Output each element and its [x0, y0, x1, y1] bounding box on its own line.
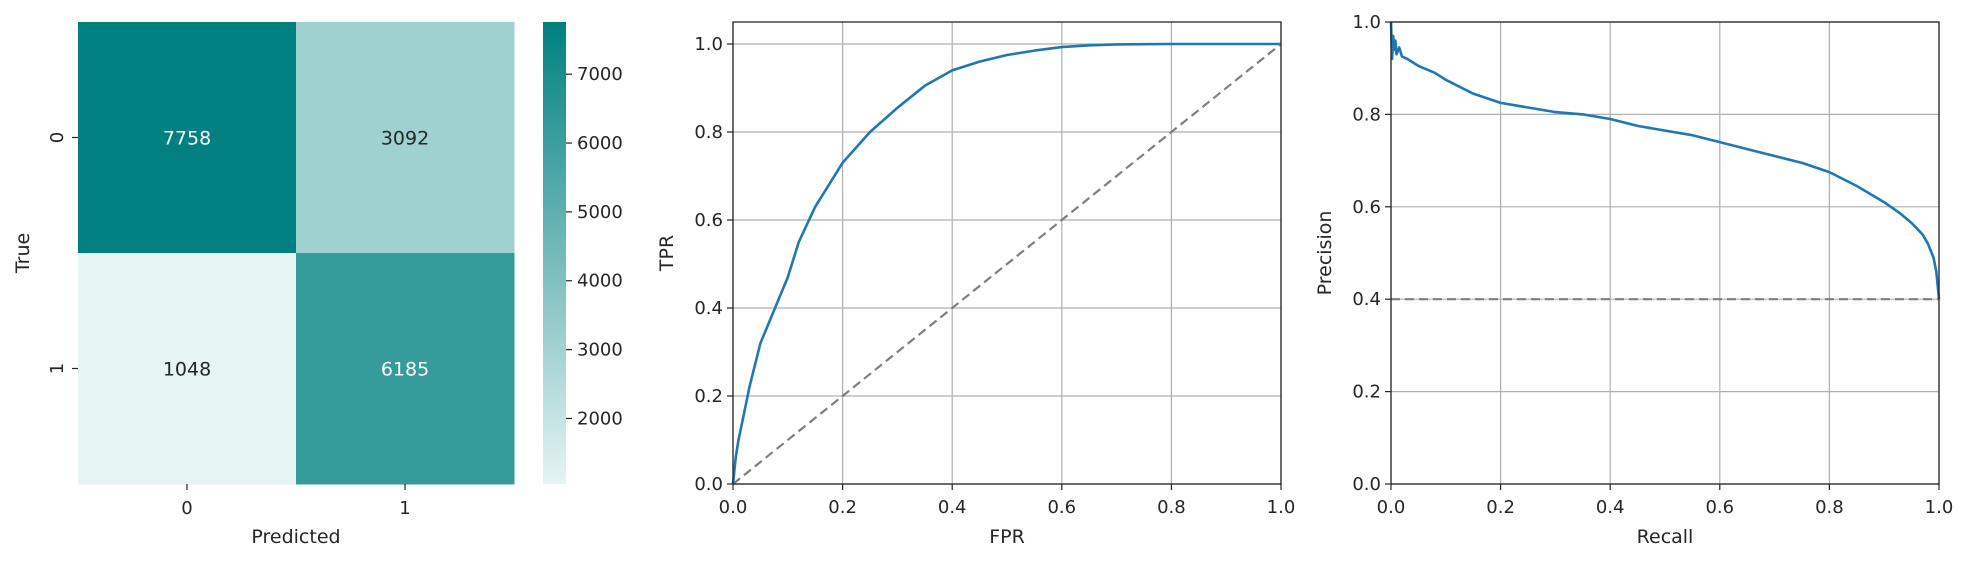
confusion-matrix-panel: 7758 3092 1048 6185 0 1 0 1 Predicted True [12, 22, 515, 548]
x-tick-label: 0.4 [1596, 497, 1625, 518]
roc-axes-frame [732, 21, 1282, 485]
heatmap-cell-label: 7758 [163, 128, 211, 150]
y-tick-label: 0.0 [1352, 474, 1381, 495]
heatmap-cell-label: 3092 [381, 128, 429, 150]
y-tick-label: 0.2 [694, 386, 723, 407]
y-tick-label: 1.0 [1352, 12, 1381, 33]
x-tick-label: 0.4 [938, 497, 967, 518]
pr-xlabel: Recall [1637, 526, 1694, 548]
x-tick-label: 0.0 [1377, 497, 1406, 518]
baseline-series-line [732, 43, 1282, 485]
roc-curve-panel: 0.0 0.2 0.4 0.6 0.8 1.0 0.0 0.2 0.4 0.6 0.8 1.0 FPR… [656, 21, 1295, 548]
curve-series-line [1389, 21, 1941, 300]
x-tick-label: 1.0 [1925, 497, 1954, 518]
x-tick-label: 1.0 [1267, 497, 1296, 518]
colorbar-tick-label: 4000 [577, 271, 623, 292]
confusion-matrix-ylabel: True [12, 233, 34, 274]
precision-recall-panel: 0.0 0.2 0.4 0.6 0.8 1.0 0.0 0.2 0.4 0.6 0.8 1.0 Rec… [1314, 12, 1953, 548]
colorbar-tick-label: 2000 [577, 408, 623, 429]
x-tick-label: 0.6 [1705, 497, 1734, 518]
y-tick-label: 0 [47, 132, 68, 143]
pr-axes-frame [1390, 21, 1940, 485]
heatmap-cell-label: 1048 [163, 359, 211, 381]
heatmap-cell [296, 22, 515, 254]
confusion-matrix-cells: 7758 3092 1048 6185 [78, 22, 515, 485]
pr-ticks: 0.0 0.2 0.4 0.6 0.8 1.0 0.0 0.2 0.4 0.6 0.8 1.0 [1352, 12, 1953, 518]
y-tick-label: 0.2 [1352, 382, 1381, 403]
colorbar: 2000 3000 4000 5000 6000 7000 [543, 22, 623, 484]
heatmap-cell [78, 22, 297, 254]
x-tick-label: 0.8 [1157, 497, 1186, 518]
pr-grid [1390, 21, 1940, 485]
colorbar-gradient [543, 22, 566, 484]
colorbar-ticks: 2000 3000 4000 5000 6000 7000 [566, 64, 623, 429]
colorbar-tick-label: 3000 [577, 340, 623, 361]
x-tick-label: 0.0 [719, 497, 748, 518]
roc-grid [732, 22, 1282, 485]
heatmap-cell-label: 6185 [381, 359, 429, 381]
pr-ylabel: Precision [1314, 211, 1336, 296]
y-tick-label: 0.8 [694, 122, 723, 143]
roc-ylabel: TPR [656, 235, 678, 272]
x-tick-label: 0.8 [1815, 497, 1844, 518]
x-tick-label: 1 [399, 498, 410, 519]
y-tick-label: 1.0 [694, 34, 723, 55]
colorbar-tick-label: 6000 [577, 133, 623, 154]
y-tick-label: 0.6 [694, 210, 723, 231]
roc-xlabel: FPR [989, 526, 1025, 548]
y-tick-label: 1 [47, 363, 68, 374]
pr-series [1389, 21, 1941, 301]
colorbar-tick-label: 5000 [577, 202, 623, 223]
heatmap-cell [296, 253, 515, 485]
x-tick-label: 0.6 [1047, 497, 1076, 518]
colorbar-tick-label: 7000 [577, 64, 623, 85]
x-tick-label: 0 [181, 498, 192, 519]
y-tick-label: 0.0 [694, 474, 723, 495]
roc-ticks: 0.0 0.2 0.4 0.6 0.8 1.0 0.0 0.2 0.4 0.6 0.8 1.0 [694, 34, 1295, 518]
x-tick-label: 0.2 [1486, 497, 1515, 518]
x-tick-label: 0.2 [828, 497, 857, 518]
y-tick-label: 0.6 [1352, 197, 1381, 218]
y-tick-label: 0.4 [1352, 289, 1381, 310]
confusion-matrix-xlabel: Predicted [251, 526, 340, 548]
heatmap-cell [78, 253, 297, 485]
y-tick-label: 0.4 [694, 298, 723, 319]
roc-series [731, 42, 1282, 485]
y-tick-label: 0.8 [1352, 104, 1381, 125]
curve-series-line [731, 42, 1281, 485]
confusion-matrix-ticks: 0 1 0 1 [47, 132, 411, 519]
